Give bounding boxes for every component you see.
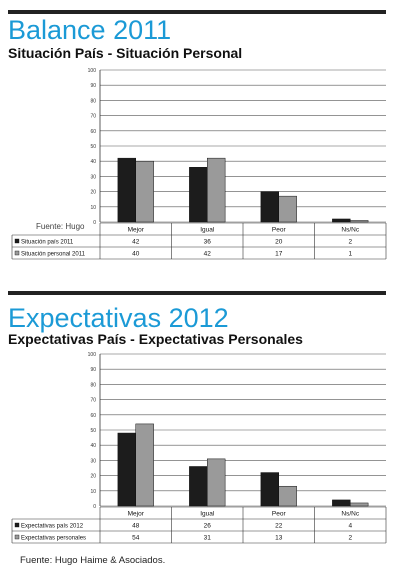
legend-label: Situación país 2011 — [21, 240, 74, 246]
section-divider — [8, 10, 386, 14]
legend-swatch — [14, 250, 20, 256]
bar-personal — [350, 220, 369, 223]
bar-personal — [207, 157, 226, 223]
bar-pais — [117, 157, 136, 223]
y-tick-label: 50 — [90, 428, 96, 434]
y-tick-label: 10 — [90, 205, 96, 211]
y-tick-label: 60 — [90, 129, 96, 135]
data-value-label: 13 — [275, 535, 283, 542]
legend-label: Expectativas país 2012 — [21, 524, 84, 530]
legend-label: Situación personal 2011 — [21, 252, 86, 258]
y-tick-label: 100 — [88, 68, 97, 74]
bar-personal — [278, 485, 297, 507]
data-value-label: 31 — [204, 535, 212, 542]
legend-swatch — [14, 238, 20, 244]
section-divider — [8, 291, 386, 295]
y-tick-label: 0 — [93, 220, 96, 226]
x-tick-label: Igual — [200, 511, 215, 518]
data-value-label: 36 — [204, 239, 212, 246]
y-tick-label: 70 — [90, 398, 96, 404]
source-note: Fuente: Hugo Haime & Asociados. — [20, 555, 166, 566]
section-title: Expectativas 2012 — [8, 303, 229, 333]
data-value-label: 42 — [132, 239, 140, 246]
data-value-label: 4 — [348, 523, 352, 530]
y-tick-label: 30 — [90, 174, 96, 180]
y-tick-label: 90 — [90, 367, 96, 373]
x-tick-label: Igual — [200, 227, 215, 234]
legend-label: Expectativas personales — [21, 536, 86, 542]
bar-pais — [332, 218, 351, 223]
y-tick-label: 80 — [90, 98, 96, 104]
legend-swatch — [14, 534, 20, 540]
x-tick-label: Ns/Nc — [341, 227, 359, 234]
legend-swatch — [14, 522, 20, 528]
x-tick-label: Mejor — [128, 227, 145, 234]
bar-personal — [350, 502, 369, 507]
x-tick-label: Ns/Nc — [341, 511, 359, 518]
data-value-label: 20 — [275, 239, 283, 246]
x-tick-label: Peor — [272, 511, 287, 518]
y-tick-label: 90 — [90, 83, 96, 89]
y-tick-label: 20 — [90, 474, 96, 480]
section-subtitle: Situación País - Situación Personal — [8, 45, 243, 61]
bar-chart-expectativas-2012: 0 10 20 30 40 50 60 70 80 90 100 Mejor Igual Peor Ns/N… — [11, 352, 387, 544]
data-value-label: 26 — [204, 523, 212, 530]
data-value-label: 42 — [204, 251, 212, 258]
y-tick-label: 70 — [90, 114, 96, 120]
data-value-label: 54 — [132, 535, 140, 542]
data-value-label: 40 — [132, 251, 140, 258]
bar-pais — [189, 466, 208, 507]
bar-personal — [135, 160, 154, 223]
data-value-label: 2 — [348, 535, 352, 542]
data-value-label: 17 — [275, 251, 283, 258]
bar-personal — [135, 423, 154, 507]
y-tick-label: 80 — [90, 382, 96, 388]
y-tick-label: 50 — [90, 144, 96, 150]
y-tick-label: 40 — [90, 443, 96, 449]
source-note: Fuente: Hugo — [36, 222, 85, 231]
data-value-label: 1 — [348, 251, 352, 258]
bar-personal — [278, 195, 297, 223]
bar-pais — [189, 167, 208, 223]
bar-pais — [332, 499, 351, 507]
y-tick-label: 10 — [90, 489, 96, 495]
bar-pais — [260, 191, 279, 223]
x-tick-label: Peor — [272, 227, 287, 234]
bar-pais — [260, 472, 279, 507]
data-value-label: 48 — [132, 523, 140, 530]
x-tick-label: Mejor — [128, 511, 145, 518]
y-tick-label: 40 — [90, 159, 96, 165]
y-tick-label: 60 — [90, 413, 96, 419]
data-value-label: 2 — [348, 239, 352, 246]
bar-chart-balance-2011: 0 10 20 30 40 50 60 70 80 90 100 Mejor Igual Peor Ns/N… — [11, 68, 387, 260]
y-tick-label: 0 — [93, 504, 96, 510]
bar-personal — [207, 458, 226, 507]
section-title: Balance 2011 — [8, 15, 172, 45]
y-tick-label: 20 — [90, 190, 96, 196]
y-tick-label: 30 — [90, 458, 96, 464]
data-value-label: 22 — [275, 523, 283, 530]
section-subtitle: Expectativas País - Expectativas Persona… — [8, 331, 303, 347]
bar-pais — [117, 432, 136, 507]
y-tick-label: 100 — [88, 352, 97, 358]
